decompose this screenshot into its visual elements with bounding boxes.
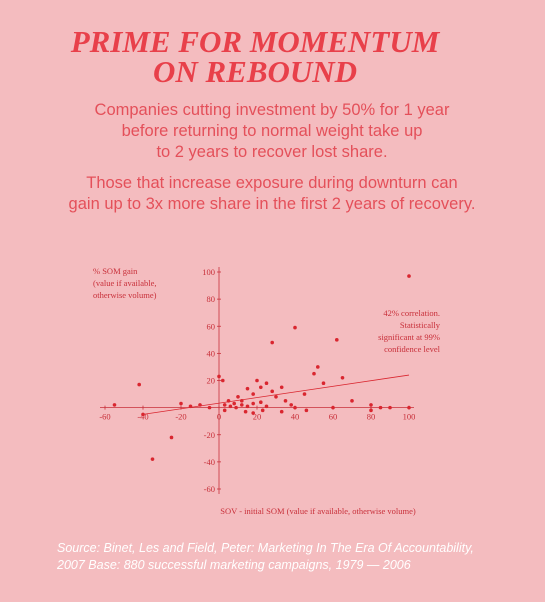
- scatter-point: [221, 378, 225, 383]
- scatter-point: [264, 404, 269, 409]
- scatter-point: [240, 399, 244, 403]
- scatter-point: [293, 325, 297, 330]
- title: ON REBOUND: [153, 54, 357, 89]
- scatter-point: [240, 403, 244, 407]
- y-tick-label: -40: [204, 457, 215, 467]
- scatter-point: [316, 365, 320, 369]
- scatter-point: [407, 405, 411, 410]
- y-axis-label: (value if available,: [93, 278, 156, 288]
- y-tick-label: 20: [207, 376, 216, 386]
- scatter-point: [270, 340, 275, 345]
- y-tick-label: 80: [207, 294, 216, 304]
- x-tick-label: 40: [291, 412, 300, 422]
- annotation: confidence level: [384, 344, 441, 354]
- scatter-point: [169, 435, 174, 440]
- x-tick-label: 60: [329, 412, 338, 422]
- x-tick-label: 80: [367, 412, 376, 422]
- scatter-point: [260, 408, 265, 413]
- body-text: before returning to normal weight take u…: [122, 122, 423, 140]
- scatter-point: [369, 403, 373, 407]
- scatter-point: [150, 457, 155, 461]
- source: 2007 Base: 880 successful marketing camp…: [56, 558, 411, 572]
- title: PRIME FOR MOMENTUM: [70, 24, 441, 59]
- y-axis-label: % SOM gain: [93, 266, 138, 276]
- scatter-point: [283, 399, 288, 403]
- body-text: Companies cutting investment by 50% for …: [95, 101, 450, 119]
- trendline: [142, 374, 410, 415]
- body-text: Those that increase exposure during down…: [86, 174, 457, 192]
- annotation: 42% correlation.: [383, 308, 440, 318]
- scatter-point: [340, 375, 345, 380]
- y-axis-label: otherwise volume): [93, 290, 157, 300]
- scatter-point: [302, 392, 307, 396]
- scatter-point: [234, 405, 238, 410]
- scatter-point: [331, 405, 335, 410]
- x-tick-label: 20: [253, 412, 262, 422]
- scatter-point: [141, 412, 145, 417]
- y-tick-label: 100: [202, 267, 215, 277]
- x-axis-label: SOV - initial SOM (value if available, o…: [220, 506, 416, 516]
- scatter-point: [274, 394, 278, 399]
- scatter-point: [259, 400, 263, 405]
- scatter-point: [251, 411, 255, 415]
- scatter-point: [251, 401, 255, 406]
- scatter-point: [243, 409, 248, 414]
- scatter-point: [279, 409, 284, 414]
- scatter-point: [289, 403, 294, 407]
- scatter-point: [388, 405, 392, 410]
- scatter-point: [378, 405, 383, 410]
- scatter-point: [279, 385, 284, 390]
- scatter-point: [228, 404, 233, 409]
- scatter-point: [270, 389, 275, 394]
- scatter-point: [264, 381, 269, 386]
- scatter-point: [259, 385, 263, 390]
- x-tick-label: -20: [175, 412, 186, 422]
- scatter-point: [217, 374, 221, 379]
- annotation: significant at 99%: [378, 332, 440, 342]
- scatter-point: [304, 408, 309, 413]
- scatter-point: [112, 403, 117, 407]
- scatter-point: [335, 338, 339, 342]
- scatter-point: [321, 381, 326, 386]
- scatter-point: [251, 392, 255, 396]
- annotation: Statistically: [400, 320, 441, 330]
- y-tick-label: -20: [204, 430, 215, 440]
- x-tick-label: -40: [137, 412, 148, 422]
- scatter-point: [226, 399, 231, 403]
- body-text: gain up to 3x more share in the first 2 …: [69, 195, 476, 213]
- y-tick-label: 40: [207, 348, 216, 358]
- scatter-point: [293, 405, 297, 410]
- scatter-point: [222, 403, 227, 407]
- scatter-point: [236, 394, 240, 399]
- scatter-point: [350, 399, 354, 403]
- scatter-point: [312, 371, 316, 376]
- scatter-point: [369, 408, 373, 413]
- x-tick-label: 100: [403, 412, 416, 422]
- scatter-point: [188, 404, 193, 409]
- scatter-point: [255, 378, 259, 383]
- scatter-point: [179, 401, 183, 406]
- scatter-point: [198, 403, 202, 407]
- scatter-point: [232, 401, 236, 406]
- body-text: to 2 years to recover lost share.: [156, 143, 387, 161]
- scatter-point: [407, 274, 411, 278]
- scatter-point: [245, 386, 250, 391]
- source: Source: Binet, Les and Field, Peter: Mar…: [57, 541, 474, 555]
- scatter-point: [137, 382, 141, 387]
- scatter-point: [222, 408, 227, 413]
- scatter-point: [245, 404, 250, 409]
- y-tick-label: -60: [204, 484, 215, 494]
- x-tick-label: 0: [217, 412, 221, 422]
- scatter-point: [207, 405, 212, 410]
- x-tick-label: -60: [99, 412, 110, 422]
- y-tick-label: 60: [207, 321, 216, 331]
